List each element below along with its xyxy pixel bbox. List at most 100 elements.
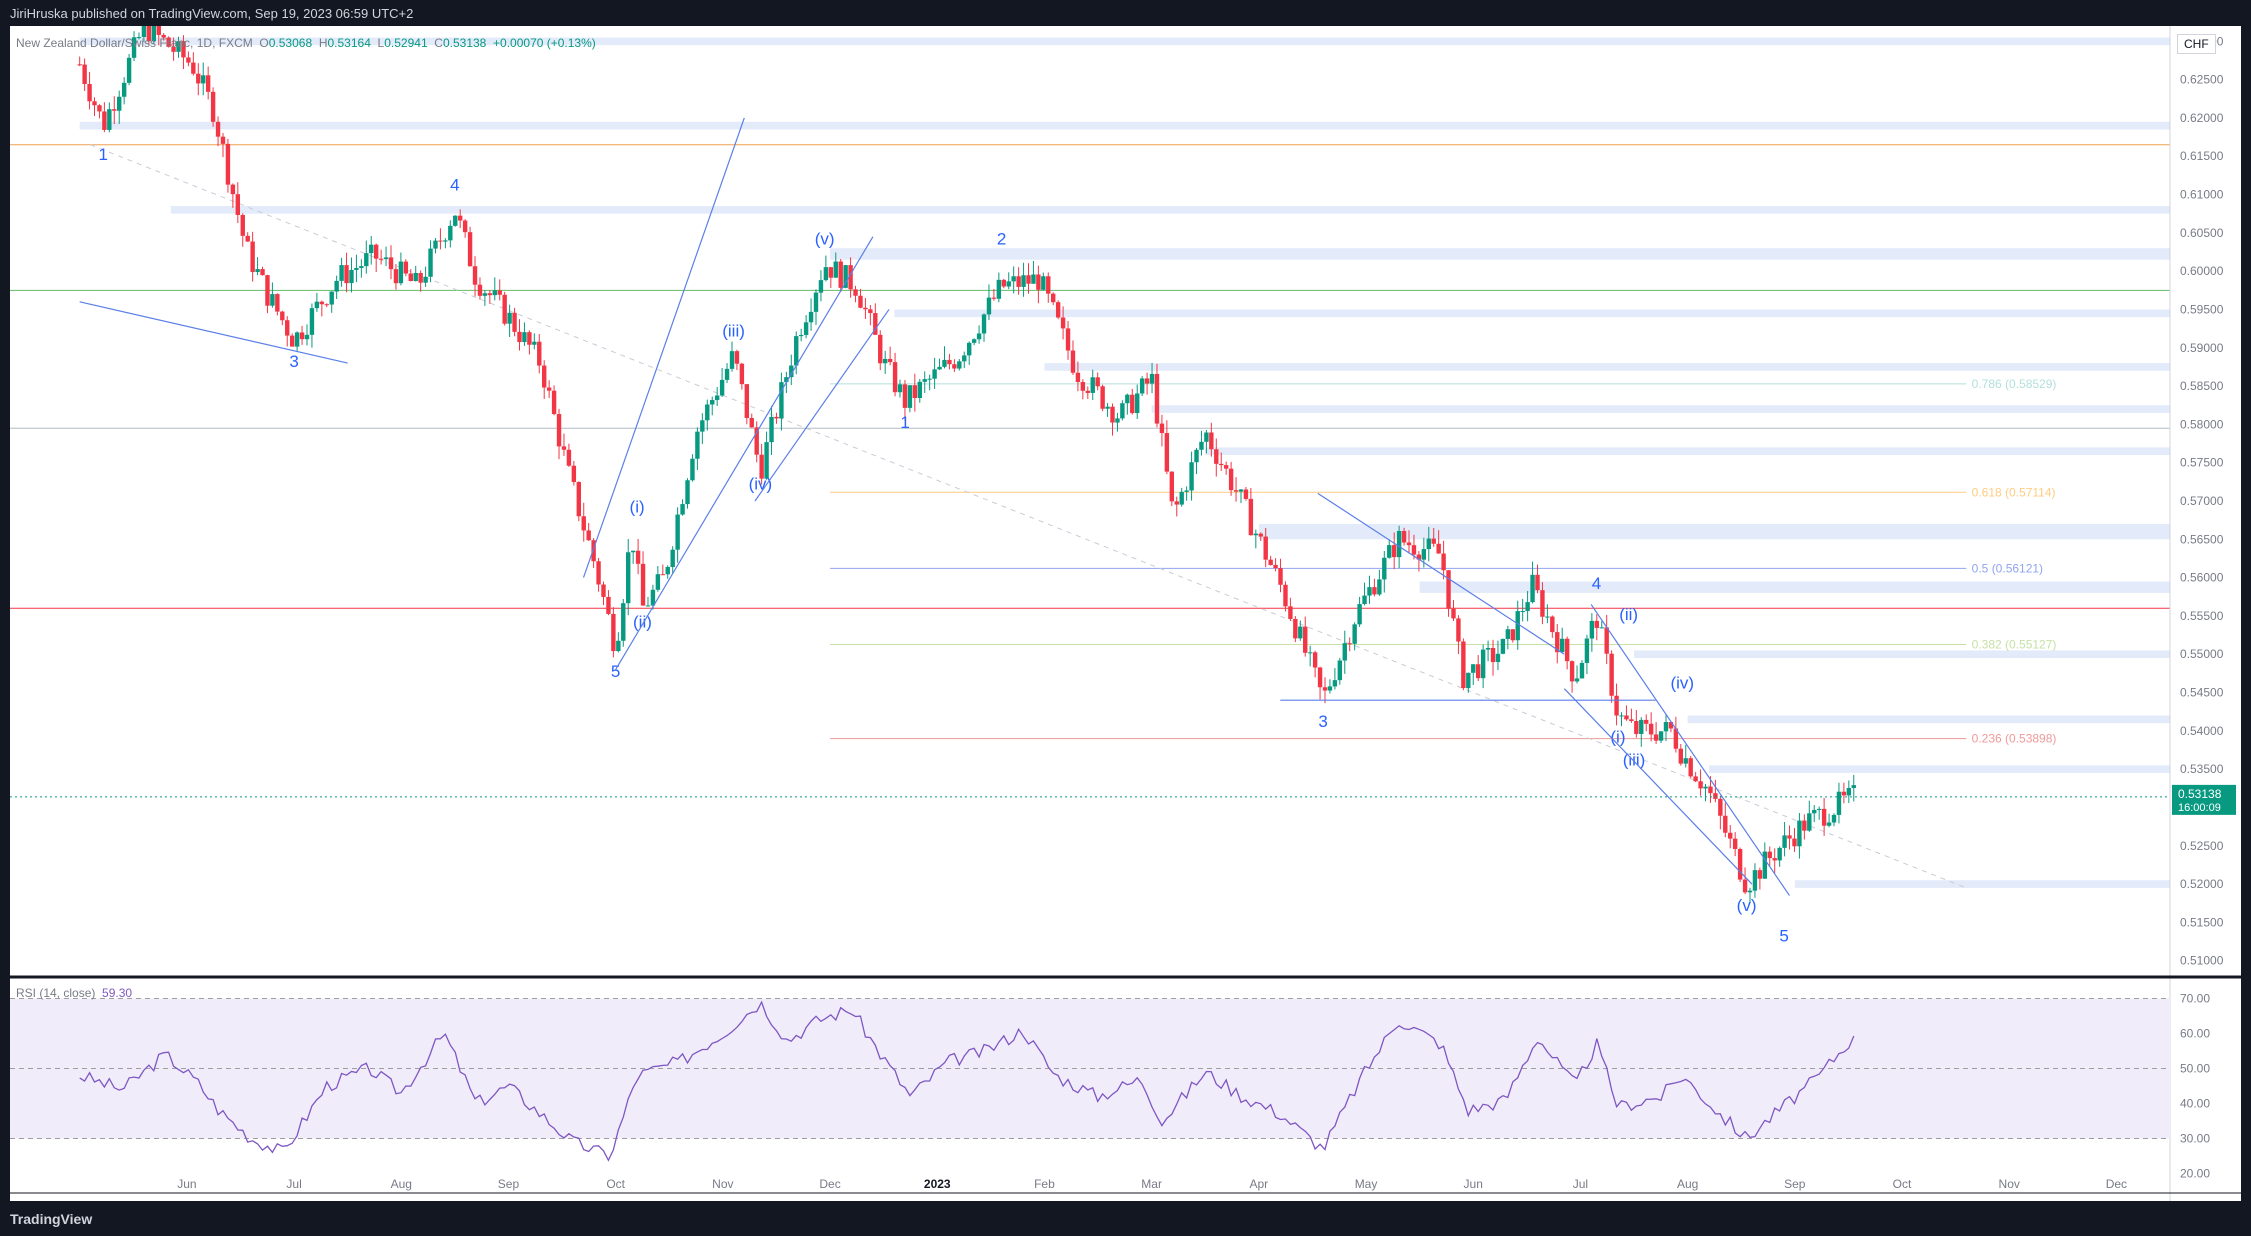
candle-body xyxy=(299,332,305,340)
candle-body xyxy=(1011,276,1016,282)
candle-body xyxy=(230,184,236,195)
candle-body xyxy=(848,265,853,290)
symbol-name: New Zealand Dollar/Swiss Franc, 1D, FXCM xyxy=(16,36,253,50)
candle-body xyxy=(186,57,191,63)
candle-body xyxy=(932,369,937,379)
candle-body xyxy=(1115,418,1120,423)
candle-body xyxy=(897,384,903,393)
time-tick-label: Sep xyxy=(498,1177,520,1191)
candle-body xyxy=(700,420,705,432)
rsi-line xyxy=(79,1000,1855,1162)
candle-body xyxy=(1273,564,1278,569)
candle-body xyxy=(1851,785,1856,788)
candle-body xyxy=(191,62,196,74)
price-tick-label: 0.60000 xyxy=(2180,264,2224,278)
price-tick-label: 0.61500 xyxy=(2180,149,2224,163)
candle-body xyxy=(82,64,87,85)
candle-body xyxy=(77,64,82,66)
candle-body xyxy=(225,143,231,185)
time-tick-label: Sep xyxy=(1784,1177,1806,1191)
rsi-tick-label: 60.00 xyxy=(2180,1027,2210,1041)
candle-body xyxy=(581,516,586,531)
candle-body xyxy=(981,314,987,334)
candle-body xyxy=(1797,820,1802,847)
candle-body xyxy=(1594,620,1599,628)
wave-label: 4 xyxy=(1592,574,1601,593)
candle-body xyxy=(838,261,843,288)
candle-body xyxy=(976,333,982,340)
candle-body xyxy=(1698,781,1703,789)
candle-body xyxy=(1031,274,1036,284)
wave-label: (i) xyxy=(1610,727,1625,746)
candle-body xyxy=(1070,350,1076,373)
time-tick-label: Dec xyxy=(819,1177,840,1191)
candle-body xyxy=(1495,653,1501,663)
candle-body xyxy=(1214,449,1219,464)
candle-body xyxy=(803,322,809,335)
candle-body xyxy=(1060,317,1066,329)
candle-body xyxy=(1535,574,1540,591)
candle-body xyxy=(1090,377,1095,393)
candle-body xyxy=(1016,276,1021,287)
candle-body xyxy=(507,312,512,324)
candle-body xyxy=(1708,786,1713,794)
candle-body xyxy=(1589,620,1595,639)
candle-body xyxy=(1515,611,1520,641)
wave-label: 1 xyxy=(900,413,909,432)
candle-body xyxy=(566,449,572,466)
chart-frame[interactable]: 0.786 (0.58529) 0.618 (0.57114) 0.5 (0.561… xyxy=(10,26,2241,1201)
price-tick-label: 0.57000 xyxy=(2180,494,2224,508)
price-chart[interactable]: 0.786 (0.58529) 0.618 (0.57114) 0.5 (0.561… xyxy=(10,26,2241,1201)
price-tick-label: 0.59500 xyxy=(2180,302,2224,316)
time-tick-label: 2023 xyxy=(924,1177,951,1191)
candle-body xyxy=(1095,377,1100,387)
candle-body xyxy=(373,244,379,259)
time-tick-label: Aug xyxy=(391,1177,412,1191)
candle-body xyxy=(517,331,522,343)
candle-body xyxy=(512,312,517,332)
wave-label: 3 xyxy=(289,352,298,371)
candle-body xyxy=(1737,849,1743,880)
candle-body xyxy=(1204,432,1209,442)
candle-body xyxy=(1644,719,1649,724)
fib-level-label: 0.382 (0.55127) xyxy=(1972,637,2057,651)
candle-body xyxy=(438,240,443,242)
candle-body xyxy=(344,265,349,284)
time-tick-label: Nov xyxy=(1999,1177,2020,1191)
currency-button[interactable]: CHF xyxy=(2177,34,2216,54)
candle-body xyxy=(1505,629,1511,639)
candle-body xyxy=(675,514,680,550)
candle-body xyxy=(1812,809,1817,814)
candle-body xyxy=(1441,553,1446,571)
candle-body xyxy=(1055,302,1061,318)
high-label: H xyxy=(318,36,328,50)
candle-body xyxy=(1036,274,1041,290)
candle-body xyxy=(1826,822,1832,826)
candle-body xyxy=(1728,832,1733,839)
candle-body xyxy=(1130,394,1135,414)
candle-body xyxy=(784,377,789,383)
wave-label: 4 xyxy=(450,176,459,195)
candle-body xyxy=(210,91,216,122)
candle-body xyxy=(383,257,389,260)
candle-body xyxy=(388,257,394,270)
candle-body xyxy=(215,121,221,137)
candle-body xyxy=(1362,595,1367,605)
candle-body xyxy=(1154,373,1160,424)
candle-body xyxy=(685,480,690,505)
candle-body xyxy=(1387,545,1392,558)
candle-body xyxy=(1639,719,1644,734)
candle-body xyxy=(107,109,112,130)
candle-body xyxy=(1169,471,1175,502)
candle-body xyxy=(1001,279,1006,287)
candle-body xyxy=(1184,490,1189,492)
open-value: 0.53068 xyxy=(268,36,313,50)
candle-body xyxy=(739,363,745,385)
candle-body xyxy=(171,46,176,52)
candle-body xyxy=(265,275,270,306)
candle-body xyxy=(378,258,384,260)
candle-body xyxy=(1673,728,1679,749)
candle-body xyxy=(1243,489,1249,499)
candle-body xyxy=(927,378,932,380)
candle-body xyxy=(1634,721,1639,734)
